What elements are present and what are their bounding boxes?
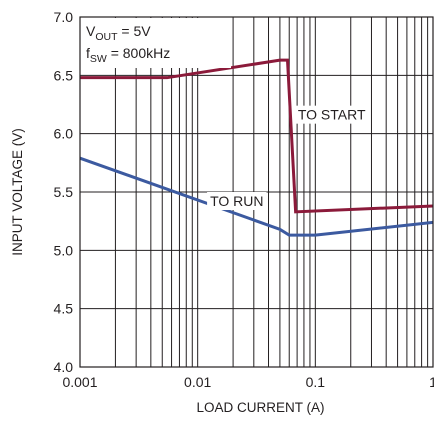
series-line-to-start (80, 58, 434, 214)
conditions-box (81, 18, 231, 68)
x-tick-label: 0.001 (62, 374, 97, 390)
x-tick-label: 0.01 (184, 374, 211, 390)
annotations: TO START TO RUN (207, 105, 369, 210)
condition-vout: VOUT = 5V (86, 23, 151, 43)
x-tick-label: 0.1 (306, 374, 326, 390)
y-axis-label: INPUT VOLTAGE (V) (10, 128, 25, 256)
y-tick-label: 6.5 (54, 67, 74, 83)
x-axis-label: LOAD CURRENT (A) (196, 400, 324, 415)
annotation-bg (207, 192, 267, 210)
condition-fsw: fSW = 800kHz (86, 45, 170, 65)
tick-labels: 4.0 4.5 5.0 5.5 6.0 6.5 7.0 0.001 0.01 0.1 1 (54, 9, 434, 390)
annotation-bg (294, 105, 369, 124)
y-tick-label: 4.5 (54, 301, 74, 317)
y-tick-label: 4.0 (54, 359, 74, 375)
y-tick-label: 5.0 (54, 242, 74, 258)
plot-frame (79, 16, 434, 368)
y-tick-label: 6.0 (54, 126, 74, 142)
y-tick-label: 7.0 (54, 9, 74, 25)
annotation-to-start: TO START (298, 107, 366, 123)
x-tick-label: 1 (429, 374, 434, 390)
annotation-to-run: TO RUN (210, 193, 263, 209)
y-tick-label: 5.5 (54, 184, 74, 200)
